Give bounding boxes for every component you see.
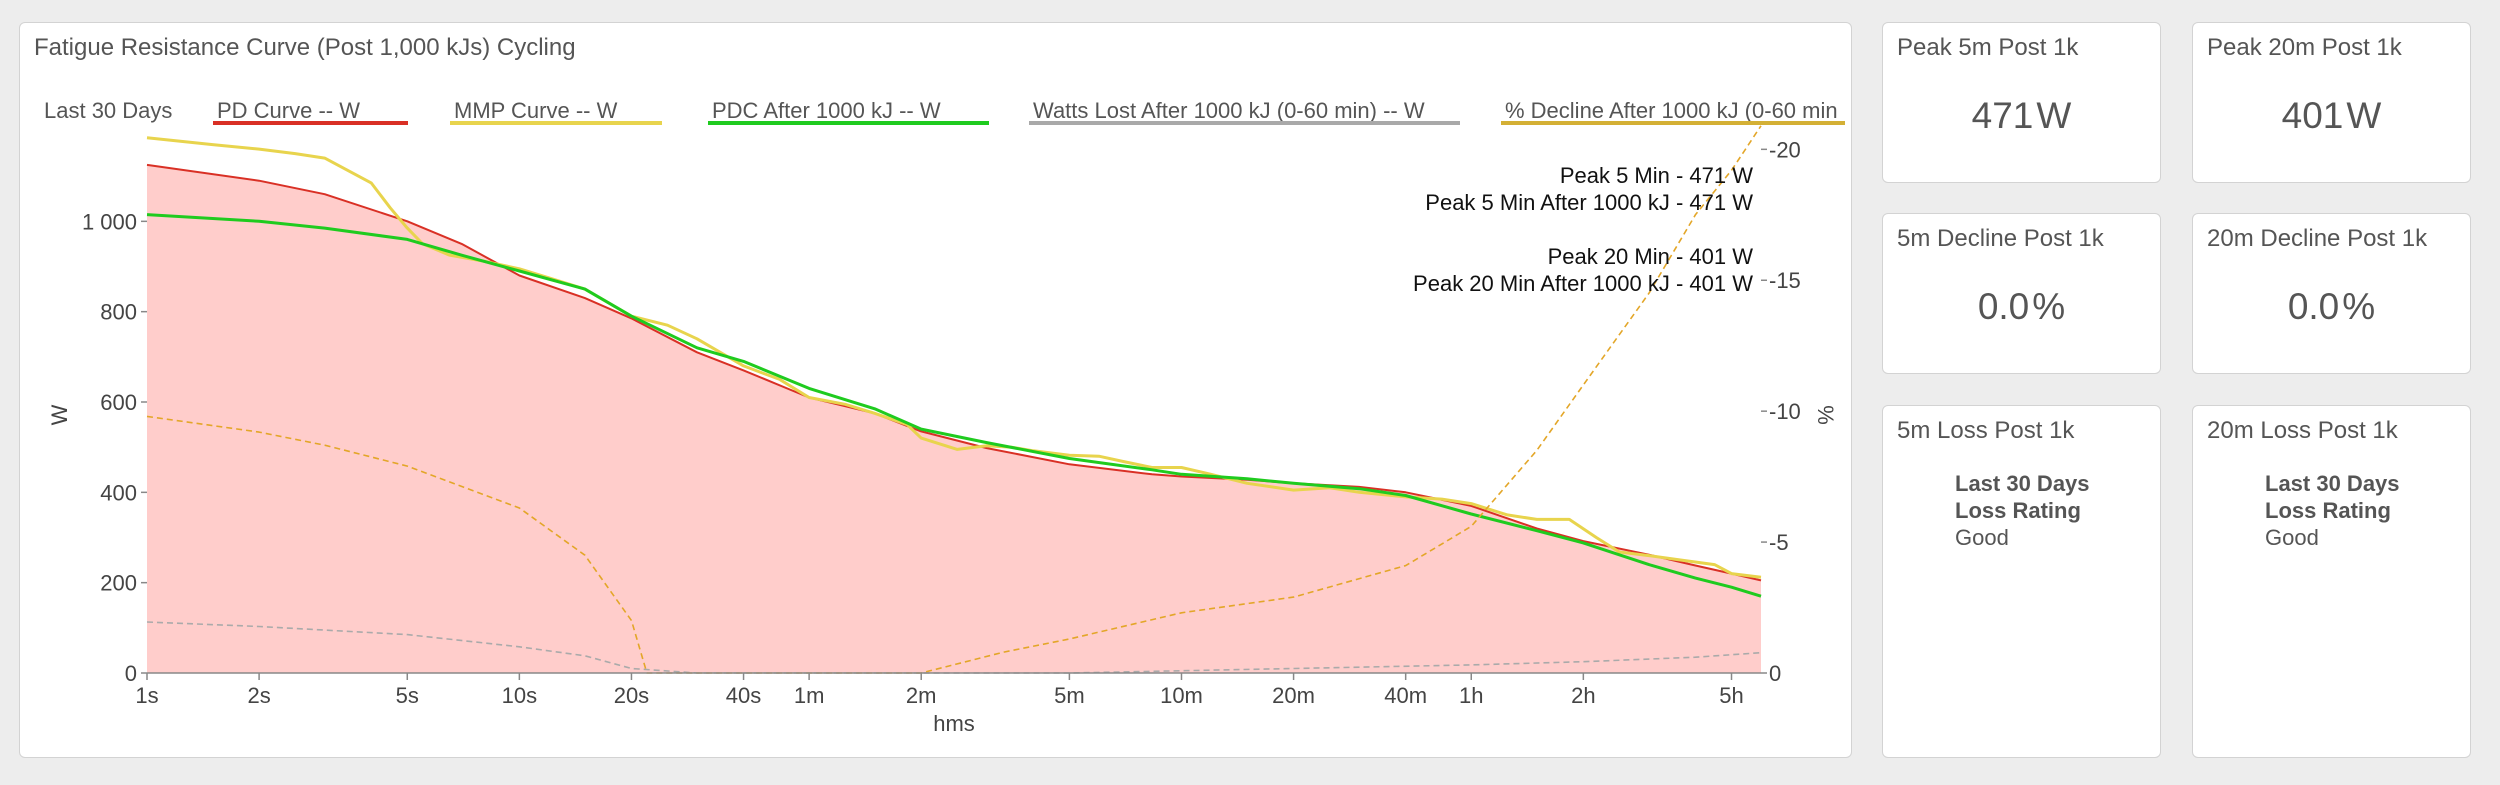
y-tick-label: 0 bbox=[125, 661, 137, 686]
legend-label: PDC After 1000 kJ -- W bbox=[712, 98, 941, 123]
y2-tick-label: -10 bbox=[1769, 399, 1801, 424]
x-tick-label: 2m bbox=[906, 683, 937, 708]
loss-rating: Last 30 Days Loss Rating Good bbox=[1955, 470, 2090, 551]
peak-annotation: Peak 5 Min After 1000 kJ - 471 W bbox=[1425, 190, 1753, 215]
x-tick-label: 40m bbox=[1384, 683, 1427, 708]
card-value: 471W bbox=[1883, 95, 2160, 137]
legend-label: Last 30 Days bbox=[44, 98, 172, 123]
legend-label: % Decline After 1000 kJ (0-60 min bbox=[1505, 98, 1838, 123]
y-tick-label: 800 bbox=[100, 300, 137, 325]
card-title: Peak 5m Post 1k bbox=[1897, 34, 2079, 61]
value-unit: % bbox=[2342, 286, 2376, 327]
x-tick-label: 40s bbox=[726, 683, 761, 708]
fatigue-resistance-chart[interactable]: Last 30 Days PD Curve -- W MMP Curve -- W P… bbox=[20, 23, 1853, 759]
card-title: 5m Decline Post 1k bbox=[1897, 225, 2104, 252]
card-value: 0.0% bbox=[2193, 286, 2470, 328]
y2-axis-label: % bbox=[1813, 405, 1838, 425]
y2-tick-label: -15 bbox=[1769, 268, 1801, 293]
pd-curve-area bbox=[147, 164, 1761, 673]
card-decline-20m: 20m Decline Post 1k 0.0% bbox=[2192, 213, 2471, 374]
rating-label: Loss Rating bbox=[1955, 498, 2081, 523]
peak-annotation: Peak 20 Min - 401 W bbox=[1548, 244, 1754, 269]
x-tick-label: 1m bbox=[794, 683, 825, 708]
x-tick-label: 10s bbox=[502, 683, 537, 708]
card-value: 0.0% bbox=[1883, 286, 2160, 328]
y-tick-label: 1 000 bbox=[82, 209, 137, 234]
value-unit: W bbox=[2346, 95, 2382, 136]
chart-panel: Fatigue Resistance Curve (Post 1,000 kJs… bbox=[19, 22, 1852, 758]
series-line-pd-curve-w bbox=[146, 163, 1762, 582]
rating-period: Last 30 Days bbox=[2265, 471, 2400, 496]
x-tick-label: 1h bbox=[1459, 683, 1483, 708]
card-title: Peak 20m Post 1k bbox=[2207, 34, 2402, 61]
legend-label: Watts Lost After 1000 kJ (0-60 min) -- W bbox=[1033, 98, 1425, 123]
card-title: 5m Loss Post 1k bbox=[1897, 417, 2075, 444]
card-value: 401W bbox=[2193, 95, 2470, 137]
y2-tick-label: -5 bbox=[1769, 530, 1789, 555]
peak-annotation: Peak 20 Min After 1000 kJ - 401 W bbox=[1413, 271, 1753, 296]
x-tick-label: 2h bbox=[1571, 683, 1595, 708]
x-axis-label: hms bbox=[933, 711, 975, 736]
value-number: 471 bbox=[1971, 95, 2034, 136]
x-tick-label: 20s bbox=[614, 683, 649, 708]
card-loss-5m: 5m Loss Post 1k Last 30 Days Loss Rating… bbox=[1882, 405, 2161, 758]
rating-value: Good bbox=[1955, 525, 2009, 550]
y-axis-label: W bbox=[47, 404, 72, 425]
value-number: 0.0 bbox=[1977, 286, 2030, 327]
value-number: 0.0 bbox=[2287, 286, 2340, 327]
x-tick-label: 5s bbox=[396, 683, 419, 708]
card-decline-5m: 5m Decline Post 1k 0.0% bbox=[1882, 213, 2161, 374]
value-unit: W bbox=[2036, 95, 2072, 136]
legend-label: PD Curve -- W bbox=[217, 98, 360, 123]
series-line-decline-after-1000-kj-0-60-min bbox=[146, 125, 1762, 674]
value-number: 401 bbox=[2281, 95, 2344, 136]
x-tick-label: 20m bbox=[1272, 683, 1315, 708]
y-tick-label: 400 bbox=[100, 480, 137, 505]
loss-rating: Last 30 Days Loss Rating Good bbox=[2265, 470, 2400, 551]
card-loss-20m: 20m Loss Post 1k Last 30 Days Loss Ratin… bbox=[2192, 405, 2471, 758]
legend-label: MMP Curve -- W bbox=[454, 98, 618, 123]
x-tick-label: 1s bbox=[135, 683, 158, 708]
x-tick-label: 10m bbox=[1160, 683, 1203, 708]
rating-value: Good bbox=[2265, 525, 2319, 550]
x-tick-label: 5m bbox=[1054, 683, 1085, 708]
chart-title: Fatigue Resistance Curve (Post 1,000 kJs… bbox=[34, 34, 576, 61]
rating-label: Loss Rating bbox=[2265, 498, 2391, 523]
y2-tick-label: -20 bbox=[1769, 137, 1801, 162]
x-tick-label: 5h bbox=[1719, 683, 1743, 708]
y-tick-label: 600 bbox=[100, 390, 137, 415]
card-peak-5m: Peak 5m Post 1k 471W bbox=[1882, 22, 2161, 183]
rating-period: Last 30 Days bbox=[1955, 471, 2090, 496]
series-line-pdc-after-1000-kj-w bbox=[146, 213, 1762, 598]
y2-tick-label: 0 bbox=[1769, 661, 1781, 686]
peak-annotation: Peak 5 Min - 471 W bbox=[1560, 163, 1753, 188]
card-title: 20m Decline Post 1k bbox=[2207, 225, 2428, 252]
x-tick-label: 2s bbox=[247, 683, 270, 708]
card-title: 20m Loss Post 1k bbox=[2207, 417, 2398, 444]
value-unit: % bbox=[2032, 286, 2066, 327]
card-peak-20m: Peak 20m Post 1k 401W bbox=[2192, 22, 2471, 183]
y-tick-label: 200 bbox=[100, 571, 137, 596]
